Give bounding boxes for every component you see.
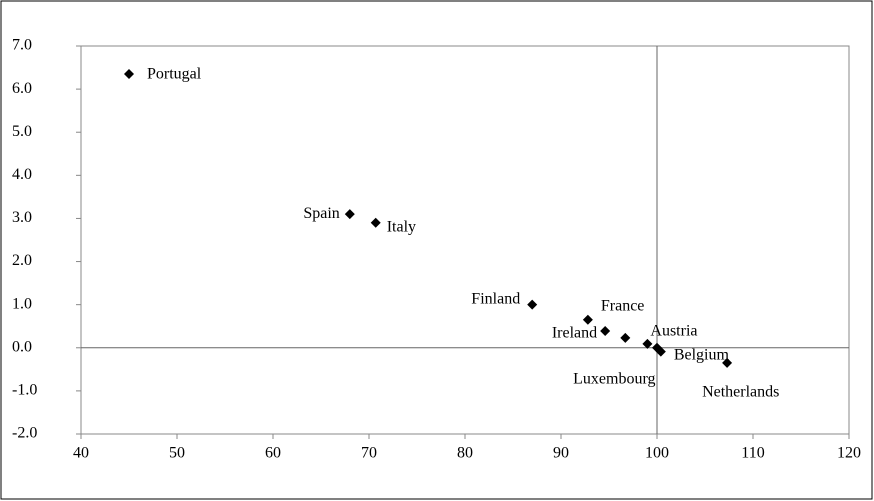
y-tick-label: 2.0 <box>12 252 32 269</box>
point-label: Portugal <box>147 66 202 83</box>
point-label: France <box>601 297 645 314</box>
x-tick-label: 80 <box>457 445 473 462</box>
y-tick-label: 7.0 <box>12 37 32 54</box>
point-label: Ireland <box>552 325 597 342</box>
x-tick-label: 40 <box>73 445 89 462</box>
y-tick-label: 4.0 <box>12 166 32 183</box>
point-label: Belgium <box>674 346 730 363</box>
y-tick-label: 5.0 <box>12 123 32 140</box>
point-label: Luxembourg <box>573 371 655 388</box>
point <box>722 357 733 368</box>
y-tick-label: 3.0 <box>12 209 32 226</box>
y-tick-label: -1.0 <box>12 382 37 399</box>
point <box>582 314 593 325</box>
x-tick-label: 110 <box>741 445 764 462</box>
point-label: Netherlands <box>702 384 779 401</box>
x-tick-label: 120 <box>837 445 861 462</box>
point <box>370 217 381 228</box>
point <box>124 69 134 80</box>
point <box>600 325 611 336</box>
y-tick-label: 0.0 <box>12 338 32 355</box>
x-tick-label: 50 <box>169 445 185 462</box>
x-tick-label: 90 <box>553 445 569 462</box>
point <box>344 209 355 220</box>
point-label: Spain <box>303 205 339 222</box>
x-tick-label: 100 <box>645 445 669 462</box>
x-tick-label: 70 <box>361 445 377 462</box>
point <box>620 332 631 343</box>
point-label: Finland <box>471 290 520 307</box>
point-label: Italy <box>387 218 416 235</box>
y-tick-label: 6.0 <box>12 80 32 97</box>
y-tick-label: 1.0 <box>12 295 32 312</box>
x-tick-label: 60 <box>265 445 281 462</box>
y-tick-label: -2.0 <box>12 425 37 442</box>
point <box>642 338 653 349</box>
point-label: Austria <box>650 323 697 340</box>
point <box>655 346 666 357</box>
point <box>527 299 538 310</box>
